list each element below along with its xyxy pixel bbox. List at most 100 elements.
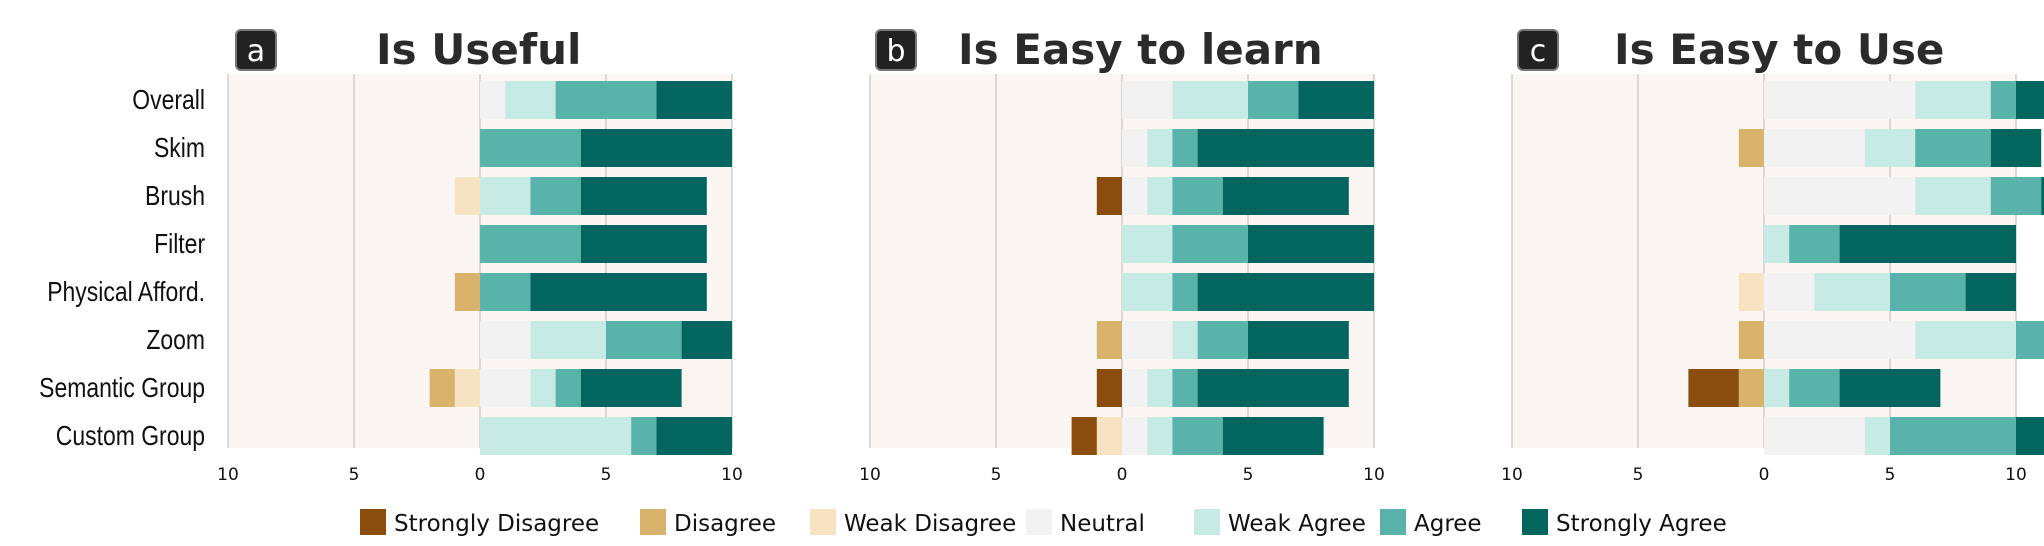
bar-strongly-agree	[580, 225, 707, 263]
bar-agree	[606, 321, 682, 359]
bar-weak-agree	[1764, 225, 1790, 263]
bar-strongly-disagree	[1071, 417, 1097, 455]
tick-label: 10	[721, 465, 743, 485]
bar-disagree	[1738, 369, 1764, 407]
bar-neutral	[1122, 177, 1148, 215]
panel-c: c Is Easy to Use 10 5 0 5 10	[1501, 25, 2044, 485]
bar-strongly-agree	[580, 369, 682, 407]
bar-weak-agree	[1915, 177, 1991, 215]
category-label: Physical Afford.	[47, 277, 205, 308]
panel-title: Is Easy to learn	[958, 25, 1323, 74]
legend-label: Strongly Disagree	[394, 511, 599, 537]
legend-item: Neutral	[1026, 509, 1145, 537]
bar-strongly-agree	[580, 129, 732, 167]
bar-strongly-agree	[1965, 273, 2016, 311]
bar-neutral	[1764, 321, 1916, 359]
legend-label: Agree	[1414, 511, 1482, 537]
bar-weak-agree	[530, 321, 606, 359]
bar-agree	[1172, 225, 1248, 263]
bar-strongly-agree	[1222, 177, 1349, 215]
bar-weak-agree	[480, 417, 632, 455]
bar-neutral	[1122, 129, 1148, 167]
tick-label: 10	[1363, 465, 1385, 485]
bar-weak-agree	[1122, 273, 1173, 311]
bar-agree	[1915, 129, 1991, 167]
tick-label: 10	[1501, 465, 1523, 485]
bar-weak-agree	[1915, 321, 2016, 359]
legend: Strongly Disagree Disagree Weak Disagree Ne…	[360, 509, 1727, 537]
category-label: Custom Group	[56, 421, 205, 452]
bar-weak-agree	[1864, 417, 1890, 455]
tick-label: 0	[1117, 465, 1128, 485]
bar-strongly-agree	[1248, 225, 1374, 263]
bar-weak-agree	[1814, 273, 1890, 311]
tick-label: 5	[349, 465, 360, 485]
bar-neutral	[480, 369, 531, 407]
bar-agree	[1172, 273, 1198, 311]
bar-strongly-agree	[2016, 417, 2044, 455]
panel-title: Is Useful	[376, 25, 581, 74]
bar-disagree	[454, 273, 480, 311]
bar-weak-disagree	[1738, 273, 1764, 311]
legend-swatch	[1026, 509, 1052, 535]
tick-label: 0	[1759, 465, 1770, 485]
bar-weak-disagree	[454, 177, 480, 215]
bar-strongly-agree	[681, 321, 732, 359]
bar-agree	[480, 273, 531, 311]
bar-strongly-agree	[1990, 129, 2042, 167]
bar-strongly-disagree	[1096, 369, 1122, 407]
tick-label: 10	[859, 465, 881, 485]
bar-weak-disagree	[454, 369, 480, 407]
bar-strongly-agree	[1839, 369, 1941, 407]
legend-item: Strongly Disagree	[360, 509, 599, 537]
bar-strongly-disagree	[1688, 369, 1739, 407]
panel-b: b Is Easy to learn 10 5 0 5 10	[859, 25, 1385, 485]
panel-badge	[1517, 29, 1559, 71]
bar-weak-agree	[1147, 417, 1173, 455]
legend-swatch	[810, 509, 836, 535]
bar-agree	[1172, 177, 1223, 215]
bar-weak-agree	[1764, 369, 1790, 407]
legend-item: Disagree	[640, 509, 776, 537]
tick-label: 0	[475, 465, 486, 485]
bar-agree	[1789, 369, 1840, 407]
bar-neutral	[1764, 177, 1916, 215]
bar-weak-agree	[1147, 177, 1173, 215]
bar-strongly-agree	[1298, 81, 1374, 119]
bar-disagree	[1738, 321, 1764, 359]
bar-agree	[480, 225, 581, 263]
legend-label: Weak Agree	[1228, 511, 1366, 537]
legend-item: Agree	[1380, 509, 1482, 537]
bar-disagree	[1096, 321, 1122, 359]
bar-weak-agree	[1172, 81, 1248, 119]
bar-neutral	[1764, 417, 1865, 455]
bar-neutral	[1122, 321, 1173, 359]
tick-label: 5	[991, 465, 1002, 485]
tick-label: 5	[1633, 465, 1644, 485]
bar-agree	[1990, 177, 2042, 215]
bar-agree	[1890, 417, 2016, 455]
legend-swatch	[1522, 509, 1548, 535]
bar-disagree	[1738, 129, 1764, 167]
bar-weak-disagree	[1096, 417, 1122, 455]
panel-badge-letter: b	[886, 34, 905, 69]
bar-neutral	[1122, 417, 1148, 455]
tick-label: 5	[1243, 465, 1254, 485]
bar-agree	[1197, 321, 1248, 359]
bar-weak-agree	[1172, 321, 1198, 359]
panel-badge-letter: c	[1530, 34, 1547, 69]
bar-strongly-disagree	[1096, 177, 1122, 215]
legend-item: Weak Agree	[1194, 509, 1366, 537]
legend-swatch	[1194, 509, 1220, 535]
bar-weak-agree	[480, 177, 531, 215]
bar-weak-agree	[1122, 225, 1173, 263]
bar-strongly-agree	[1197, 369, 1349, 407]
bar-neutral	[1764, 129, 1865, 167]
bar-strongly-agree	[2016, 81, 2044, 119]
bar-agree	[480, 129, 581, 167]
bar-strongly-agree	[656, 81, 732, 119]
bar-agree	[1248, 81, 1299, 119]
legend-label: Neutral	[1060, 511, 1145, 537]
panel-badge	[875, 29, 917, 71]
